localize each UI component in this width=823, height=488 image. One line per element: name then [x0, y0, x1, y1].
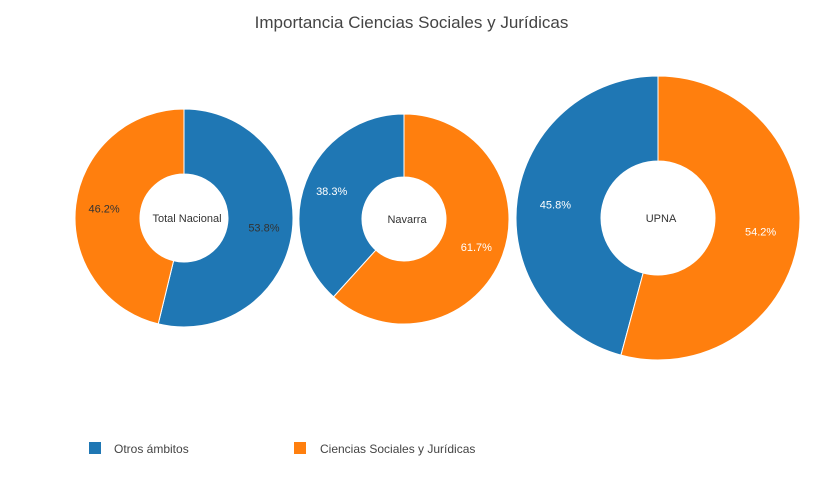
donut-upna: 45.8% 54.2% UPNA	[515, 75, 801, 361]
data-label-otros: 38.3%	[316, 186, 347, 198]
chart-title: Importancia Ciencias Sociales y Jurídica…	[255, 13, 569, 32]
legend: Otros ámbitos Ciencias Sociales y Jurídi…	[89, 442, 475, 456]
data-label-ciencias: 46.2%	[88, 203, 119, 215]
donut-center-label: UPNA	[646, 213, 677, 225]
data-label-ciencias: 54.2%	[745, 227, 776, 239]
slice-otros[interactable]	[515, 75, 659, 356]
data-label-ciencias: 61.7%	[461, 242, 492, 254]
data-label-otros: 45.8%	[540, 199, 571, 211]
donuts-layer: 53.8% 46.2% Total Nacional 38.3% 61.7% Navarr…	[74, 75, 801, 361]
slice-ciencias[interactable]	[332, 113, 510, 325]
slice-ciencias[interactable]	[620, 75, 801, 361]
slice-otros[interactable]	[298, 113, 405, 298]
donut-center-label: Navarra	[387, 214, 427, 226]
legend-label-otros[interactable]: Otros ámbitos	[114, 442, 189, 456]
donut-center-label: Total Nacional	[152, 213, 221, 225]
legend-swatch-otros[interactable]	[89, 442, 101, 454]
donut-navarra: 38.3% 61.7% Navarra	[298, 113, 510, 325]
slice-otros[interactable]	[157, 108, 294, 328]
slice-ciencias[interactable]	[74, 108, 185, 325]
data-label-otros: 53.8%	[248, 223, 279, 235]
legend-swatch-ciencias[interactable]	[294, 442, 306, 454]
donut-total-nacional: 53.8% 46.2% Total Nacional	[74, 108, 294, 328]
legend-label-ciencias[interactable]: Ciencias Sociales y Jurídicas	[320, 442, 475, 456]
